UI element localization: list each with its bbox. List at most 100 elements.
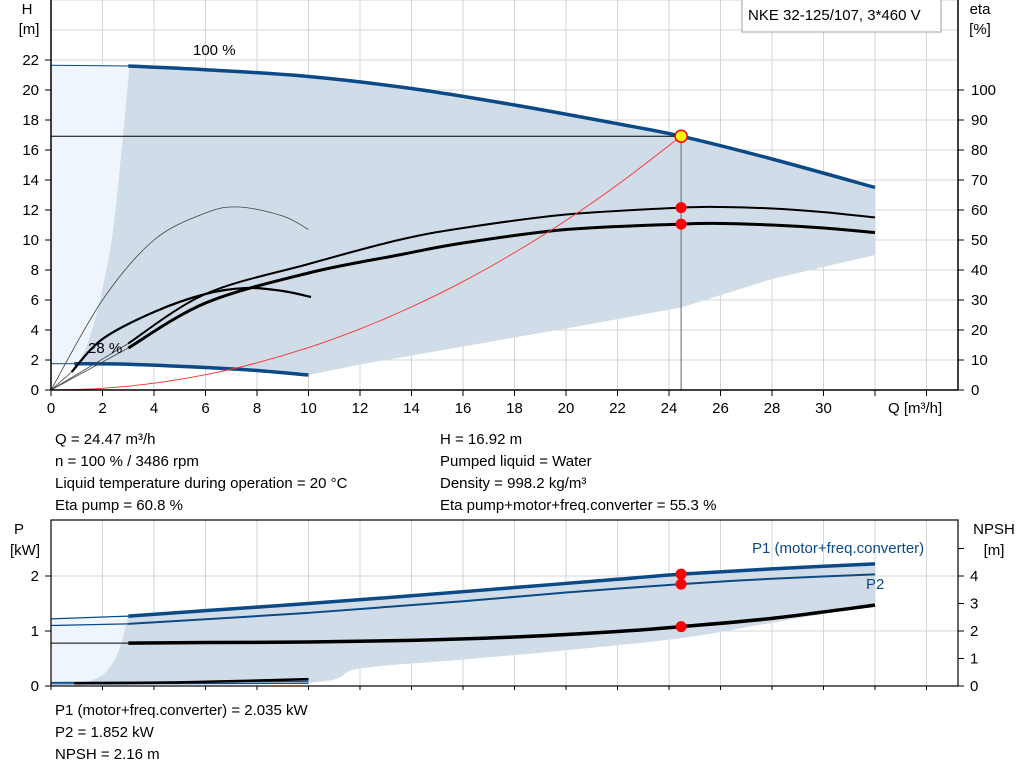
series-system-11	[50, 135, 682, 391]
operating-region	[76, 563, 875, 685]
y-axis-unit-h: [m]	[19, 21, 40, 38]
info-flow: Q = 24.47 m³/h	[55, 431, 156, 448]
y2-tick-label: 40	[971, 262, 988, 279]
info-bottom: P1 (motor+freq.converter) = 2.035 kW P2 …	[55, 700, 308, 766]
y-tick-label: 0	[31, 678, 39, 695]
info-npsh: NPSH = 2.16 m	[55, 746, 160, 763]
series-npsh-4	[128, 603, 876, 645]
y2-axis-label-eta: eta	[970, 1, 992, 18]
y-tick-label: 14	[22, 172, 39, 189]
y-tick-label: 2	[31, 352, 39, 369]
series-head-2	[74, 362, 309, 377]
y2-tick-label: 50	[971, 232, 988, 249]
x-tick-label: 6	[201, 400, 209, 417]
series-eta-hair-10	[50, 371, 72, 391]
y2-axis-label-npsh: NPSH	[973, 521, 1015, 538]
chart-title: NKE 32-125/107, 3*460 V	[748, 7, 921, 24]
y2-tick-label: 30	[971, 292, 988, 309]
info-eta-total: Eta pump+motor+freq.converter = 55.3 %	[440, 497, 717, 514]
bottom-operating-region	[51, 563, 875, 686]
x-tick-label: 8	[253, 400, 261, 417]
series-eta-hair-8	[50, 343, 129, 391]
series-eta-hair-6	[50, 206, 309, 391]
y-tick-label: 8	[31, 262, 39, 279]
y2-tick-label: 60	[971, 202, 988, 219]
y2-tick-label: 20	[971, 322, 988, 339]
x-tick-label: 4	[150, 400, 158, 417]
info-head: H = 16.92 m	[440, 431, 523, 448]
y2-axis-unit-eta: [%]	[969, 21, 991, 38]
series-head-ext-1	[50, 64, 129, 67]
series-eta-hair-9	[50, 347, 129, 391]
info-liquid: Pumped liquid = Water	[440, 453, 592, 470]
y-tick-label: 16	[22, 142, 39, 159]
y-axis-unit-p: [kW]	[10, 542, 40, 559]
curve-label-28: 28 %	[88, 340, 122, 357]
x-tick-label: 24	[661, 400, 678, 417]
curve-label-100: 100 %	[193, 42, 236, 59]
series-p-ext-3	[50, 623, 129, 627]
series-npsh-low-8	[74, 677, 309, 685]
eta-total-point	[675, 218, 687, 230]
x-axis-label: Q [m³/h]	[888, 400, 942, 417]
duty-point	[674, 129, 688, 143]
bottom-series	[50, 562, 876, 685]
info-right: H = 16.92 m Pumped liquid = Water Densit…	[440, 429, 716, 517]
x-tick-label: 16	[455, 400, 472, 417]
y-tick-label: 2	[31, 568, 39, 585]
title-box-frame	[741, 0, 942, 33]
x-tick-label: 30	[815, 400, 832, 417]
y2-axis-unit-npsh: [m]	[984, 542, 1005, 559]
y-tick-label: 20	[22, 82, 39, 99]
y2-tick-label: 100	[971, 82, 996, 99]
x-tick-label: 2	[98, 400, 106, 417]
y-tick-label: 4	[31, 322, 39, 339]
x-tick-label: 26	[712, 400, 729, 417]
series-eta-mid-7	[70, 286, 312, 373]
series-p-ext-1	[50, 615, 129, 620]
series-eta-thin-4	[127, 205, 876, 345]
info-speed: n = 100 % / 3486 rpm	[55, 453, 199, 470]
x-tick-label: 14	[403, 400, 420, 417]
info-temperature: Liquid temperature during operation = 20…	[55, 475, 348, 492]
p1-point	[675, 568, 687, 580]
y-tick-label: 12	[22, 202, 39, 219]
eta-pump-point	[675, 202, 687, 214]
y-tick-label: 10	[22, 232, 39, 249]
y2-tick-label: 1	[970, 651, 978, 668]
top-series	[50, 64, 876, 391]
series-label-p2: P2	[866, 576, 884, 593]
y2-tick-label: 90	[971, 112, 988, 129]
y-tick-label: 6	[31, 292, 39, 309]
top-axes: 0 2 4 6 8 10 12 14 16 18 20 22 24 26 28 300246810121416…	[22, 0, 996, 417]
y-tick-label: 1	[31, 623, 39, 640]
info-p1: P1 (motor+freq.converter) = 2.035 kW	[55, 702, 308, 719]
top-operating-region	[51, 65, 875, 375]
x-tick-label: 18	[506, 400, 523, 417]
y2-tick-label: 10	[971, 352, 988, 369]
info-eta-pump: Eta pump = 60.8 %	[55, 497, 183, 514]
series-head-0	[128, 64, 876, 190]
x-tick-label: 0	[47, 400, 55, 417]
y2-tick-label: 2	[970, 623, 978, 640]
y-tick-label: 18	[22, 112, 39, 129]
x-tick-label: 22	[609, 400, 626, 417]
npsh-point	[675, 621, 687, 633]
series-eta-thick-5	[127, 221, 876, 350]
y2-tick-label: 80	[971, 142, 988, 159]
series-p1-0	[128, 562, 876, 618]
y2-tick-label: 4	[970, 568, 978, 585]
info-left: Q = 24.47 m³/h n = 100 % / 3486 rpm Liqu…	[55, 429, 347, 517]
y2-tick-label: 70	[971, 172, 988, 189]
series-label-p1: P1 (motor+freq.converter)	[752, 540, 924, 557]
y-axis-label-p: P	[14, 521, 24, 538]
y2-tick-label: 3	[970, 596, 978, 613]
x-tick-label: 28	[764, 400, 781, 417]
x-tick-label: 20	[558, 400, 575, 417]
info-density: Density = 998.2 kg/m³	[440, 475, 587, 492]
series-p2-2	[128, 573, 876, 625]
info-p2: P2 = 1.852 kW	[55, 724, 154, 741]
y-tick-label: 0	[31, 382, 39, 399]
y-axis-label-h: H	[22, 1, 33, 18]
